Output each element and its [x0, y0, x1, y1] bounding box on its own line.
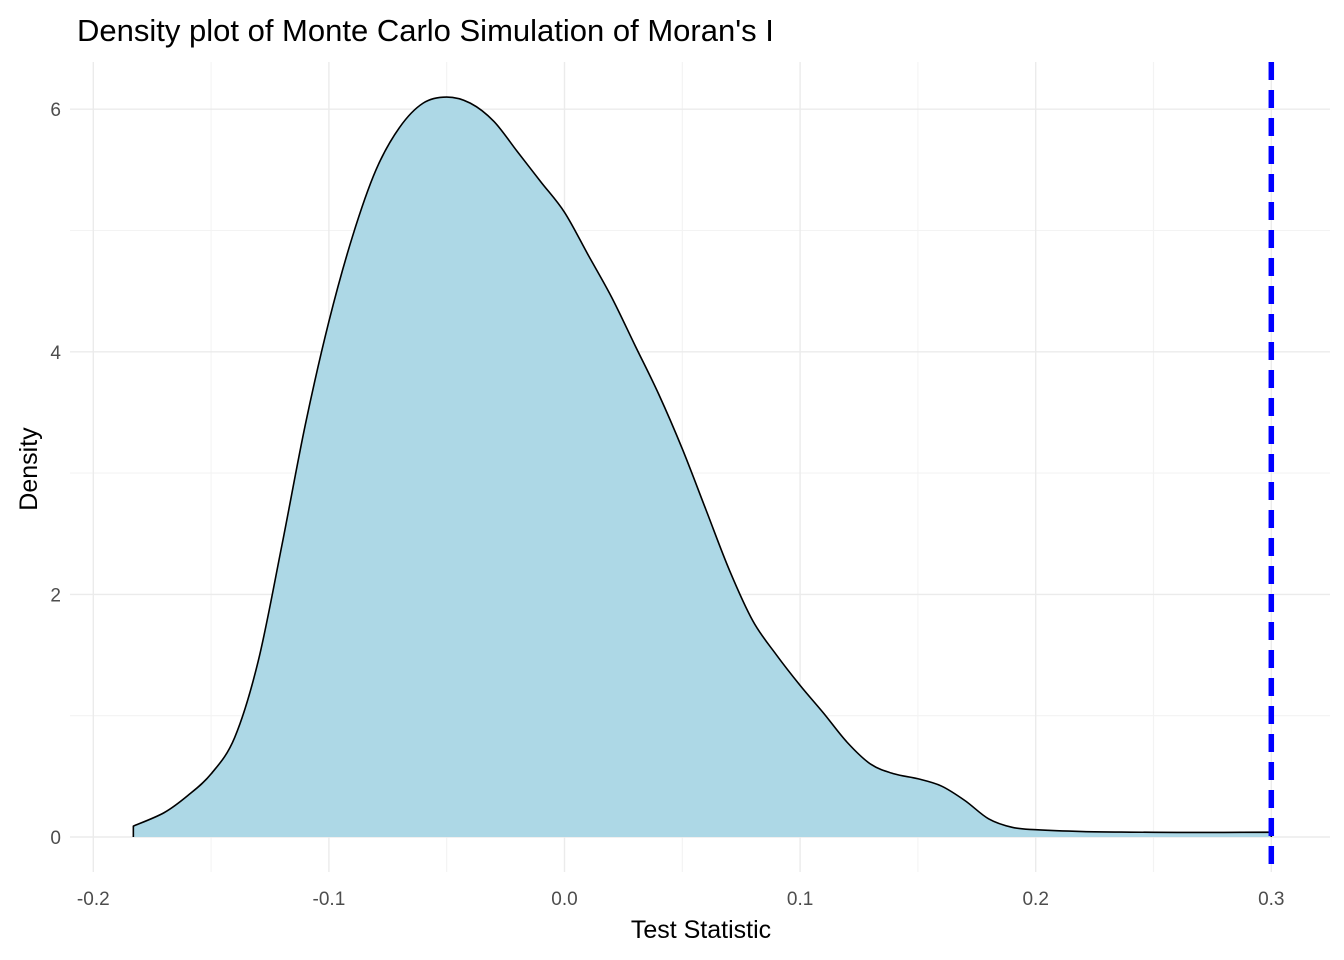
x-tick-label: -0.2: [77, 889, 110, 910]
chart-title: Density plot of Monte Carlo Simulation o…: [77, 13, 774, 48]
x-tick-label: 0.3: [1258, 889, 1284, 910]
density-curve: [132, 96, 1273, 837]
y-tick-label: 6: [50, 100, 61, 121]
x-tick-label: -0.1: [313, 889, 346, 910]
y-axis-tick-labels: 0 2 4 6: [50, 100, 61, 849]
x-axis-tick-labels: -0.2 -0.1 0.0 0.1 0.2 0.3: [77, 889, 1285, 910]
x-tick-label: 0.1: [787, 889, 813, 910]
x-axis-title: Test Statistic: [631, 916, 771, 944]
density-area: [133, 97, 1272, 837]
y-axis-title: Density: [15, 427, 43, 511]
x-tick-label: 0.2: [1022, 889, 1048, 910]
y-tick-label: 2: [50, 585, 61, 606]
x-tick-label: 0.0: [551, 889, 577, 910]
y-tick-label: 4: [50, 343, 61, 364]
y-tick-label: 0: [50, 828, 61, 849]
